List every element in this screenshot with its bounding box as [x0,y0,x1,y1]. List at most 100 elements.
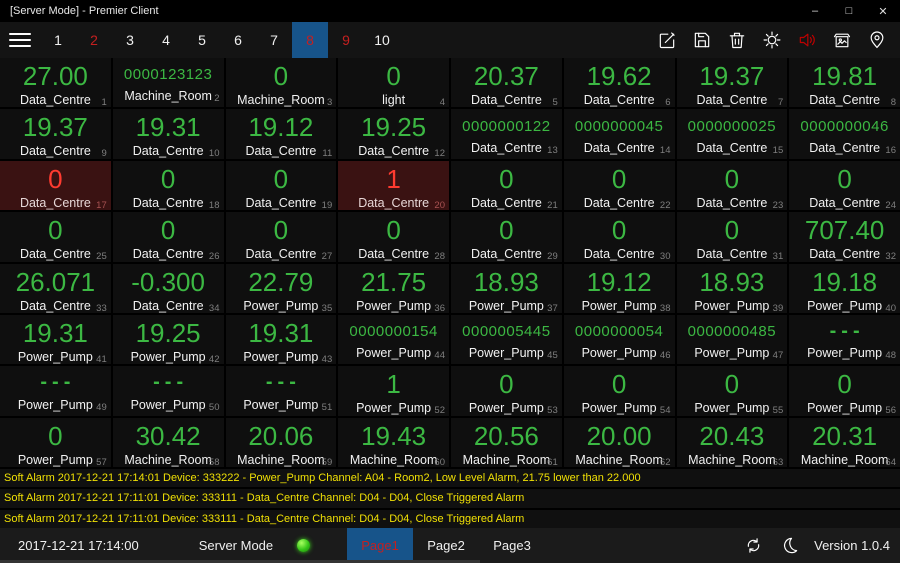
grid-cell-38[interactable]: 19.12 Power_Pump 38 [563,263,675,313]
grid-cell-36[interactable]: 21.75 Power_Pump 36 [338,263,449,313]
grid-cell-63[interactable]: 20.43 Machine_Room 63 [676,417,788,467]
cell-value: 0 [837,163,852,194]
grid-cell-7[interactable]: 19.37 Data_Centre 7 [676,58,788,108]
grid-cell-37[interactable]: 18.93 Power_Pump 37 [451,263,562,313]
grid-cell-10[interactable]: 19.31 Data_Centre 10 [112,109,224,159]
page-button-page2[interactable]: Page2 [427,538,465,553]
page-button-page3[interactable]: Page3 [493,538,531,553]
grid-cell-64[interactable]: 20.31 Machine_Room 64 [789,417,900,467]
grid-cell-30[interactable]: 0 Data_Centre 30 [563,212,675,262]
alarm-message[interactable]: Soft Alarm 2017-12-21 17:11:01 Device: 3… [0,509,900,528]
grid-cell-21[interactable]: 0 Data_Centre 21 [451,160,562,211]
page-button-page1[interactable]: Page1 [347,528,413,563]
close-button[interactable]: ✕ [878,5,888,18]
window-title: [Server Mode] - Premier Client [10,5,159,17]
page-tab-9[interactable]: 9 [342,32,350,48]
cell-label: Data_Centre [583,195,655,210]
grid-cell-40[interactable]: 19.18 Power_Pump 40 [789,263,900,313]
grid-cell-43[interactable]: 19.31 Power_Pump 43 [225,314,337,365]
grid-cell-60[interactable]: 19.43 Machine_Room 60 [338,417,449,467]
page-tab-8[interactable]: 8 [292,22,328,58]
grid-cell-62[interactable]: 20.00 Machine_Room 62 [563,417,675,467]
page-tab-4[interactable]: 4 [162,32,170,48]
grid-cell-27[interactable]: 0 Data_Centre 27 [225,212,337,262]
grid-cell-29[interactable]: 0 Data_Centre 29 [451,212,562,262]
grid-cell-31[interactable]: 0 Data_Centre 31 [676,212,788,262]
page-tab-2[interactable]: 2 [90,32,98,48]
alarm-message[interactable]: Soft Alarm 2017-12-21 17:11:01 Device: 3… [0,489,900,508]
grid-cell-23[interactable]: 0 Data_Centre 23 [676,160,788,211]
grid-cell-45[interactable]: 0000005445 Power_Pump 45 [451,314,562,365]
grid-cell-13[interactable]: 0000000122 Data_Centre 13 [451,109,562,159]
settings-icon[interactable] [754,22,789,58]
grid-cell-41[interactable]: 19.31 Power_Pump 41 [0,314,111,365]
grid-cell-15[interactable]: 0000000025 Data_Centre 15 [676,109,788,159]
grid-cell-28[interactable]: 0 Data_Centre 28 [338,212,449,262]
page-tab-1[interactable]: 1 [54,32,62,48]
grid-cell-56[interactable]: 0 Power_Pump 56 [789,366,900,416]
grid-cell-11[interactable]: 19.12 Data_Centre 11 [225,109,337,159]
delete-icon[interactable] [719,22,754,58]
grid-cell-24[interactable]: 0 Data_Centre 24 [789,160,900,211]
grid-cell-32[interactable]: 707.40 Data_Centre 32 [789,212,900,262]
cell-value: --- [153,371,189,394]
menu-icon[interactable] [0,22,40,58]
grid-cell-44[interactable]: 0000000154 Power_Pump 44 [338,314,449,365]
grid-cell-4[interactable]: 0 light 4 [338,58,449,108]
grid-cell-42[interactable]: 19.25 Power_Pump 42 [112,314,224,365]
grid-cell-17[interactable]: 0 Data_Centre 17 [0,160,111,211]
maximize-button[interactable]: □ [845,5,853,17]
grid-cell-6[interactable]: 19.62 Data_Centre 6 [563,58,675,108]
grid-cell-39[interactable]: 18.93 Power_Pump 39 [676,263,788,313]
grid-cell-59[interactable]: 20.06 Machine_Room 59 [225,417,337,467]
page-tab-3[interactable]: 3 [126,32,134,48]
grid-cell-14[interactable]: 0000000045 Data_Centre 14 [563,109,675,159]
snapshot-icon[interactable] [824,22,859,58]
grid-cell-33[interactable]: 26.071 Data_Centre 33 [0,263,111,313]
grid-cell-50[interactable]: --- Power_Pump 50 [112,366,224,416]
grid-cell-16[interactable]: 0000000046 Data_Centre 16 [789,109,900,159]
grid-cell-35[interactable]: 22.79 Power_Pump 35 [225,263,337,313]
page-tab-7[interactable]: 7 [270,32,278,48]
minimize-button[interactable]: – [811,5,819,17]
grid-cell-22[interactable]: 0 Data_Centre 22 [563,160,675,211]
page-tab-6[interactable]: 6 [234,32,242,48]
night-mode-icon[interactable] [774,528,804,563]
grid-cell-8[interactable]: 19.81 Data_Centre 8 [789,58,900,108]
horizontal-scrollbar[interactable] [0,560,480,563]
sync-icon[interactable] [738,528,768,563]
grid-cell-20[interactable]: 1 Data_Centre 20 [338,160,449,211]
grid-cell-54[interactable]: 0 Power_Pump 54 [563,366,675,416]
grid-cell-12[interactable]: 19.25 Data_Centre 12 [338,109,449,159]
grid-cell-25[interactable]: 0 Data_Centre 25 [0,212,111,262]
grid-cell-55[interactable]: 0 Power_Pump 55 [676,366,788,416]
grid-cell-51[interactable]: --- Power_Pump 51 [225,366,337,416]
server-mode-label: Server Mode [198,538,274,553]
page-tab-5[interactable]: 5 [198,32,206,48]
grid-cell-58[interactable]: 30.42 Machine_Room 58 [112,417,224,467]
grid-cell-2[interactable]: 0000123123 Machine_Room 2 [112,58,224,108]
grid-cell-53[interactable]: 0 Power_Pump 53 [451,366,562,416]
grid-cell-26[interactable]: 0 Data_Centre 26 [112,212,224,262]
alarm-message[interactable]: Soft Alarm 2017-12-21 17:14:01 Device: 3… [0,469,900,488]
grid-cell-52[interactable]: 1 Power_Pump 52 [338,366,449,416]
grid-cell-49[interactable]: --- Power_Pump 49 [0,366,111,416]
grid-cell-9[interactable]: 19.37 Data_Centre 9 [0,109,111,159]
grid-cell-34[interactable]: -0.300 Data_Centre 34 [112,263,224,313]
page-tab-10[interactable]: 10 [374,32,390,48]
grid-cell-5[interactable]: 20.37 Data_Centre 5 [451,58,562,108]
save-icon[interactable] [684,22,719,58]
grid-cell-61[interactable]: 20.56 Machine_Room 61 [451,417,562,467]
grid-cell-48[interactable]: --- Power_Pump 48 [789,314,900,365]
grid-cell-1[interactable]: 27.00 Data_Centre 1 [0,58,111,108]
grid-cell-19[interactable]: 0 Data_Centre 19 [225,160,337,211]
location-icon[interactable] [859,22,894,58]
sound-icon[interactable] [789,22,824,58]
grid-cell-3[interactable]: 0 Machine_Room 3 [225,58,337,108]
grid-cell-18[interactable]: 0 Data_Centre 18 [112,160,224,211]
grid-cell-46[interactable]: 0000000054 Power_Pump 46 [563,314,675,365]
edit-icon[interactable] [649,22,684,58]
grid-cell-47[interactable]: 0000000485 Power_Pump 47 [676,314,788,365]
grid-cell-57[interactable]: 0 Power_Pump 57 [0,417,111,467]
